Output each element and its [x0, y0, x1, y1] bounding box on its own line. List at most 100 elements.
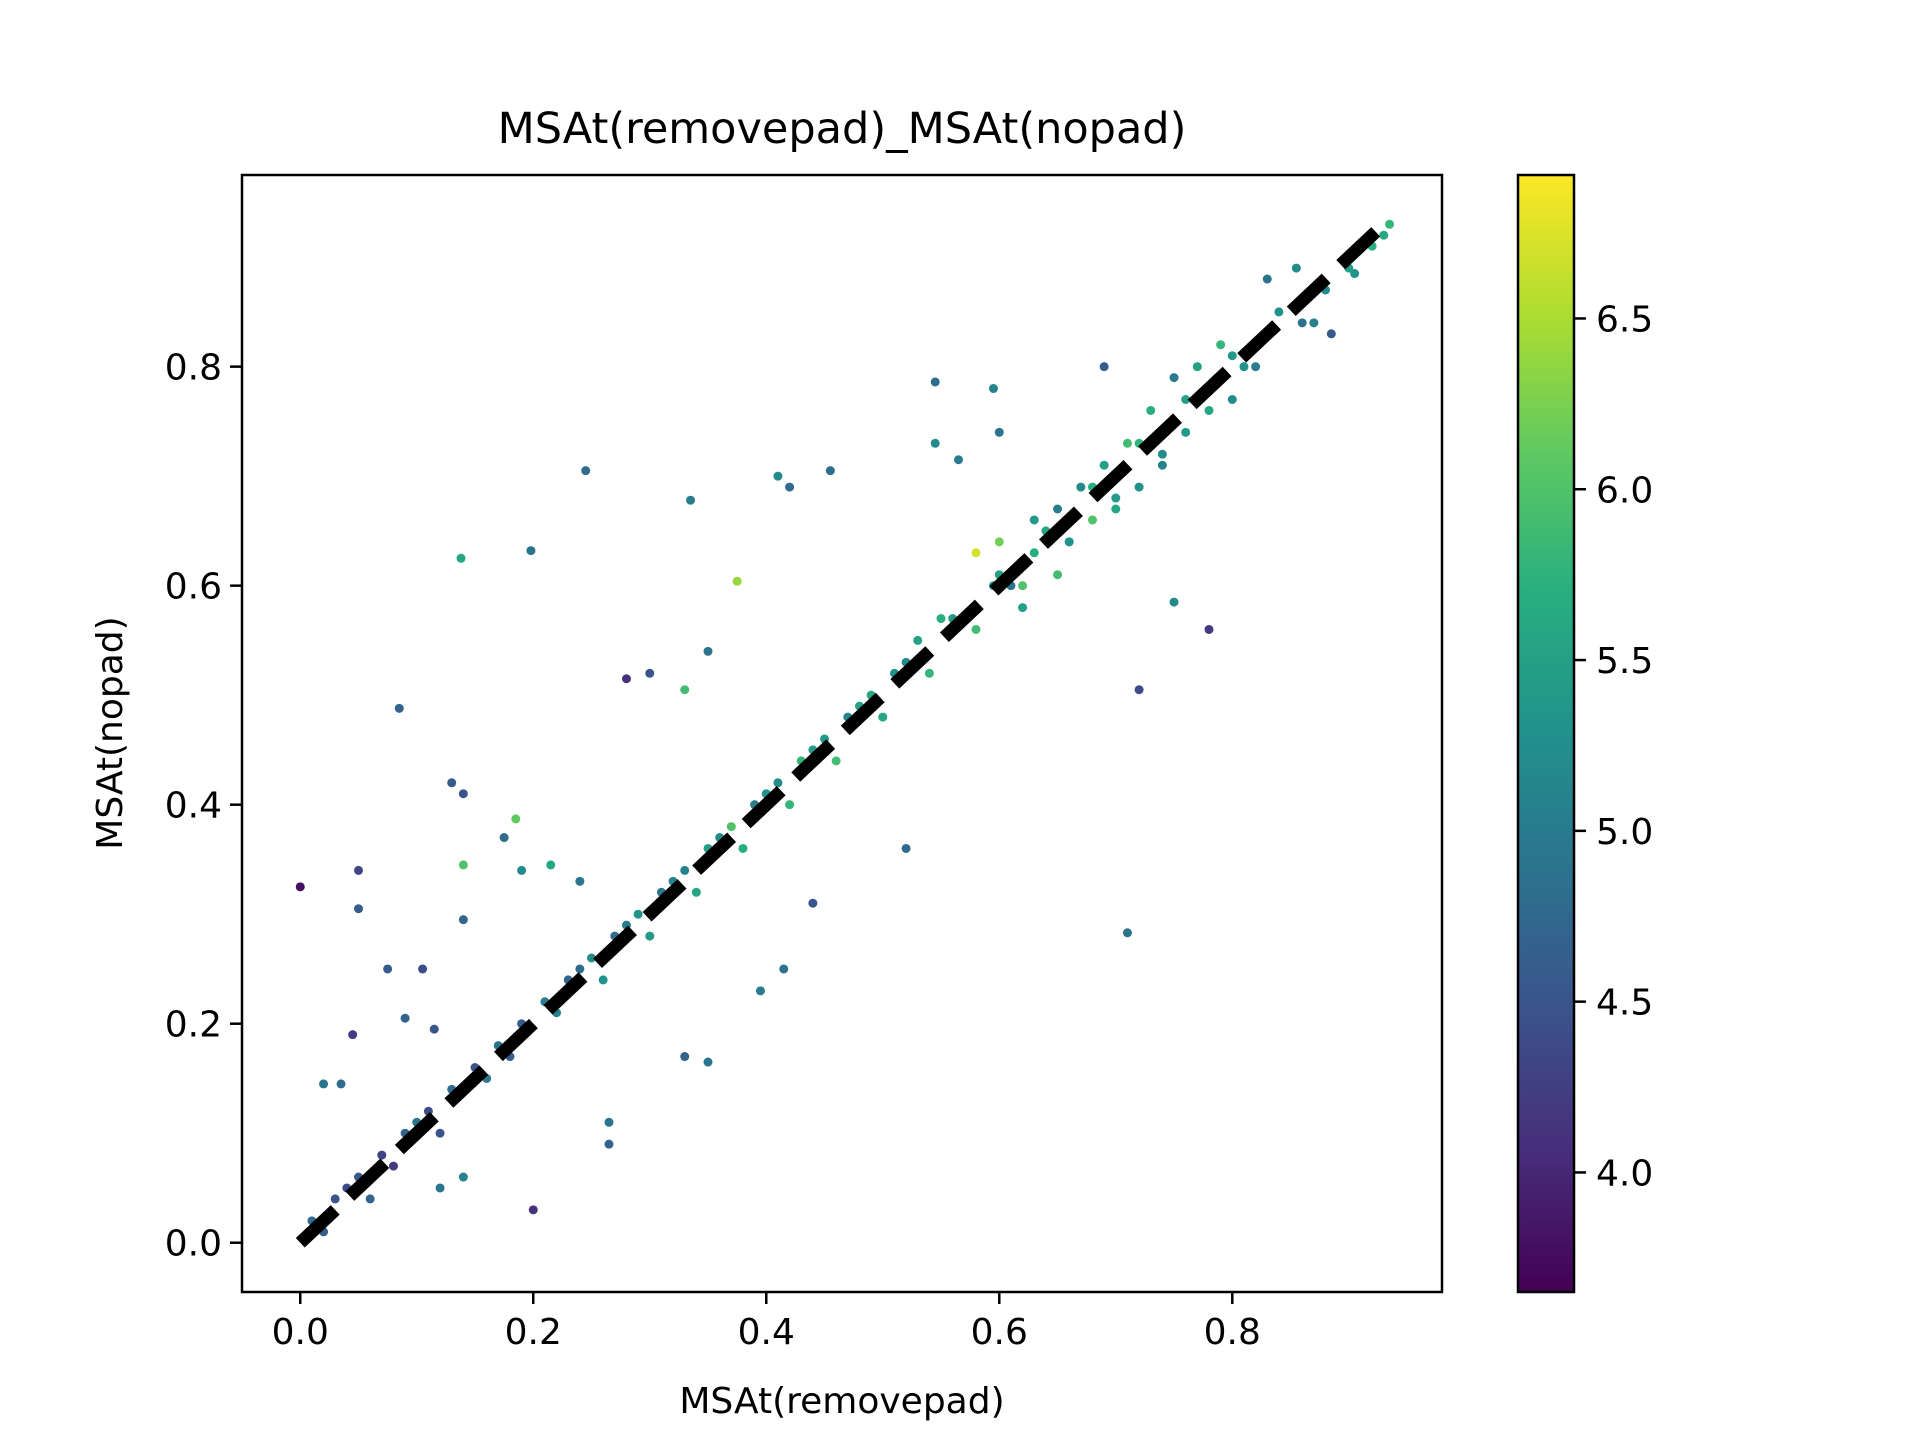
scatter-point: [878, 712, 888, 722]
scatter-point: [686, 495, 696, 505]
scatter-point: [377, 1150, 387, 1160]
scatter-point: [691, 887, 701, 897]
scatter-point: [703, 1057, 713, 1067]
scatter-point: [365, 1194, 375, 1204]
scatter-point: [785, 482, 795, 492]
scatter-point: [1326, 329, 1336, 339]
points-layer: [295, 219, 1395, 1237]
scatter-point: [738, 843, 748, 853]
scatter-point: [1251, 362, 1261, 372]
scatter-point: [930, 438, 940, 448]
scatter-point: [1111, 493, 1121, 503]
scatter-point: [1157, 449, 1167, 459]
scatter-point: [1111, 504, 1121, 514]
scatter-point: [348, 1030, 358, 1040]
y-tick-label: 0.6: [165, 567, 222, 608]
scatter-point: [435, 1128, 445, 1138]
scatter-point: [645, 668, 655, 678]
scatter-point: [726, 822, 736, 832]
scatter-point: [458, 860, 468, 870]
scatter-point: [383, 964, 393, 974]
scatter-point: [1192, 362, 1202, 372]
scatter-point: [1169, 373, 1179, 383]
scatter-point: [447, 778, 457, 788]
scatter-point: [1064, 537, 1074, 547]
scatter-point: [546, 860, 556, 870]
scatter-point: [1274, 307, 1284, 317]
scatter-point: [1227, 351, 1237, 361]
x-tick-label: 0.2: [505, 1312, 562, 1353]
scatter-point: [971, 624, 981, 634]
scatter-point: [598, 975, 608, 985]
colorbar: [1516, 173, 1576, 1294]
scatter-point: [319, 1079, 329, 1089]
scatter-point: [930, 377, 940, 387]
scatter-point: [418, 964, 428, 974]
scatter-point: [732, 576, 742, 586]
scatter-point: [913, 635, 923, 645]
scatter-point: [785, 800, 795, 810]
scatter-point: [1134, 685, 1144, 695]
colorbar-tick-label: 5.5: [1596, 641, 1653, 682]
y-axis-ticks: 0.0 0.2 0.4 0.6 0.8: [165, 348, 242, 1265]
scatter-point: [394, 703, 404, 713]
scatter-point: [581, 466, 591, 476]
y-axis-label: MSAt(nopad): [90, 616, 131, 849]
scatter-point: [645, 931, 655, 941]
scatter-point: [499, 833, 509, 843]
scatter-point: [924, 668, 934, 678]
scatter-point: [295, 882, 305, 892]
scatter-point: [971, 548, 981, 558]
scatter-point: [1291, 263, 1301, 273]
scatter-point: [604, 1117, 614, 1127]
reference-line-layer: [295, 219, 1389, 1248]
scatter-point: [1216, 340, 1226, 350]
scatter-point: [330, 1194, 340, 1204]
scatter-point: [458, 1172, 468, 1182]
scatter-point: [1181, 427, 1191, 437]
x-axis-label: MSAt(removepad): [679, 1381, 1004, 1422]
y-tick-label: 0.2: [165, 1005, 222, 1046]
scatter-point: [1029, 515, 1039, 525]
scatter-point: [1169, 597, 1179, 607]
y-tick-label: 0.8: [165, 348, 222, 389]
scatter-point: [994, 537, 1004, 547]
scatter-point: [1309, 318, 1319, 328]
scatter-point: [1122, 438, 1132, 448]
scatter-point: [1204, 405, 1214, 415]
scatter-point: [1053, 504, 1063, 514]
scatter-point: [773, 471, 783, 481]
scatter-point: [429, 1024, 439, 1034]
colorbar-tick-label: 6.0: [1596, 470, 1653, 511]
scatter-point: [388, 1161, 398, 1171]
plot-area-frame: [240, 173, 1444, 1294]
chart-title: MSAt(removepad)_MSAt(nopad): [498, 104, 1187, 154]
scatter-point: [1099, 460, 1109, 470]
scatter-point: [1385, 219, 1395, 229]
scatter-point: [633, 909, 643, 919]
reference-line: [295, 219, 1389, 1248]
x-axis-ticks: 0.0 0.2 0.4 0.6 0.8: [272, 1292, 1261, 1353]
scatter-point: [354, 904, 364, 914]
scatter-point: [575, 964, 585, 974]
scatter-point: [1181, 394, 1191, 404]
y-tick-label: 0.4: [165, 786, 222, 827]
scatter-point: [354, 865, 364, 875]
scatter-point: [954, 455, 964, 465]
scatter-point: [831, 756, 841, 766]
scatter-point: [779, 964, 789, 974]
scatter-point: [1134, 482, 1144, 492]
scatter-point: [458, 789, 468, 799]
colorbar-tick-label: 4.0: [1596, 1153, 1653, 1194]
scatter-point: [517, 865, 527, 875]
scatter-point: [988, 384, 998, 394]
colorbar-tick-label: 4.5: [1596, 983, 1653, 1024]
scatter-point: [1018, 581, 1028, 591]
scatter-point: [1157, 460, 1167, 470]
x-tick-label: 0.4: [738, 1312, 795, 1353]
scatter-point: [526, 546, 536, 556]
scatter-point: [1227, 394, 1237, 404]
scatter-point: [1029, 548, 1039, 558]
scatter-point: [336, 1079, 346, 1089]
